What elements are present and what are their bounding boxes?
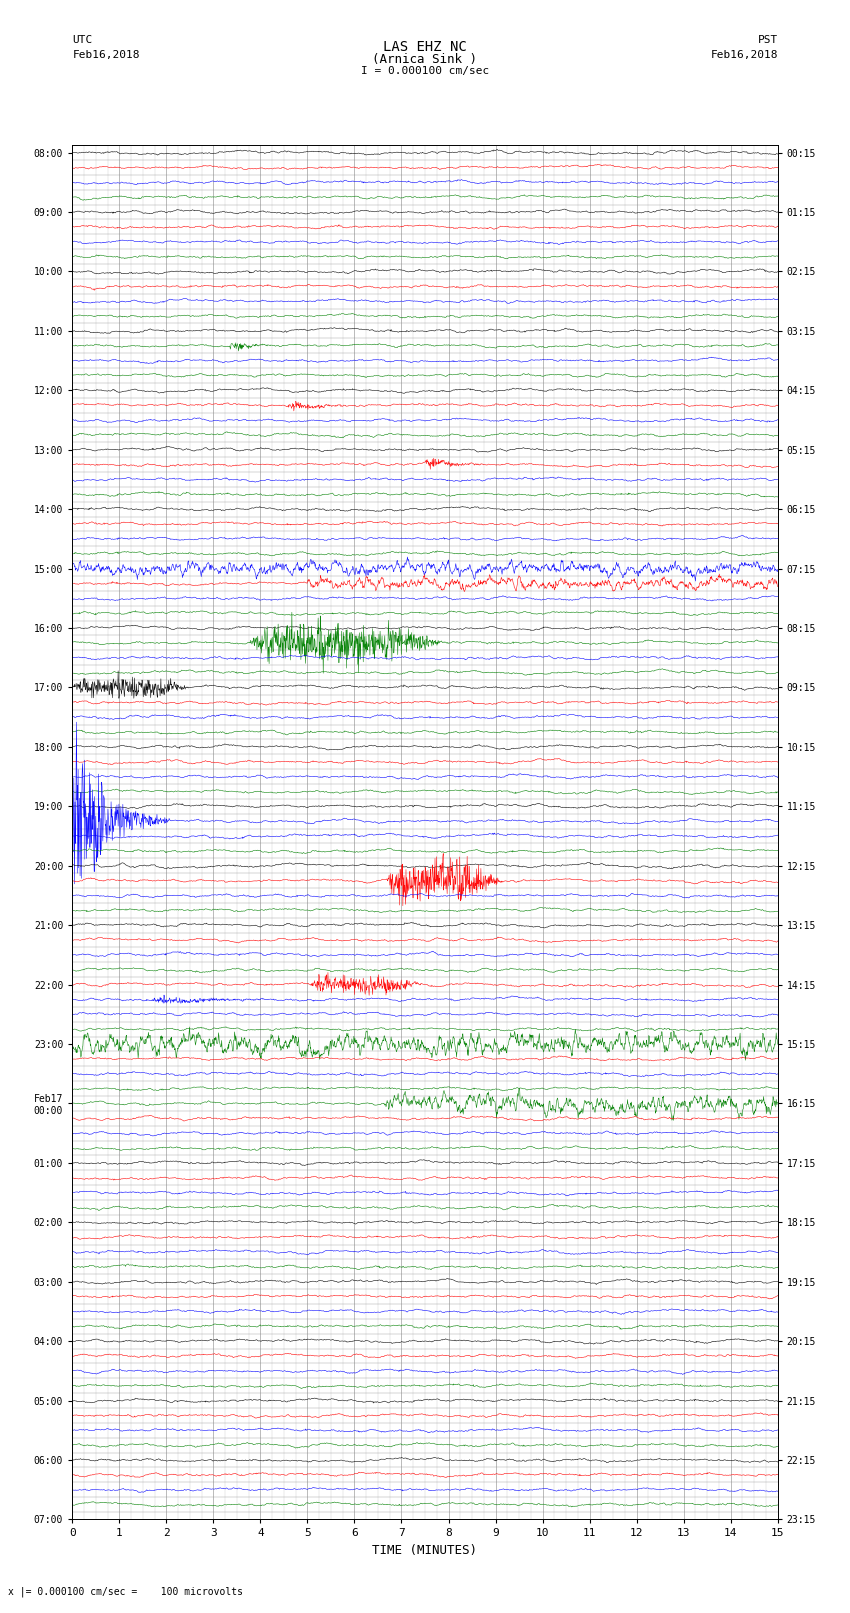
Text: PST: PST (757, 35, 778, 45)
Text: I = 0.000100 cm/sec: I = 0.000100 cm/sec (361, 66, 489, 76)
Text: x |= 0.000100 cm/sec =    100 microvolts: x |= 0.000100 cm/sec = 100 microvolts (8, 1586, 243, 1597)
Text: Feb16,2018: Feb16,2018 (711, 50, 778, 60)
Text: (Arnica Sink ): (Arnica Sink ) (372, 53, 478, 66)
X-axis label: TIME (MINUTES): TIME (MINUTES) (372, 1544, 478, 1557)
Text: LAS EHZ NC: LAS EHZ NC (383, 39, 467, 53)
Text: Feb16,2018: Feb16,2018 (72, 50, 139, 60)
Text: UTC: UTC (72, 35, 93, 45)
